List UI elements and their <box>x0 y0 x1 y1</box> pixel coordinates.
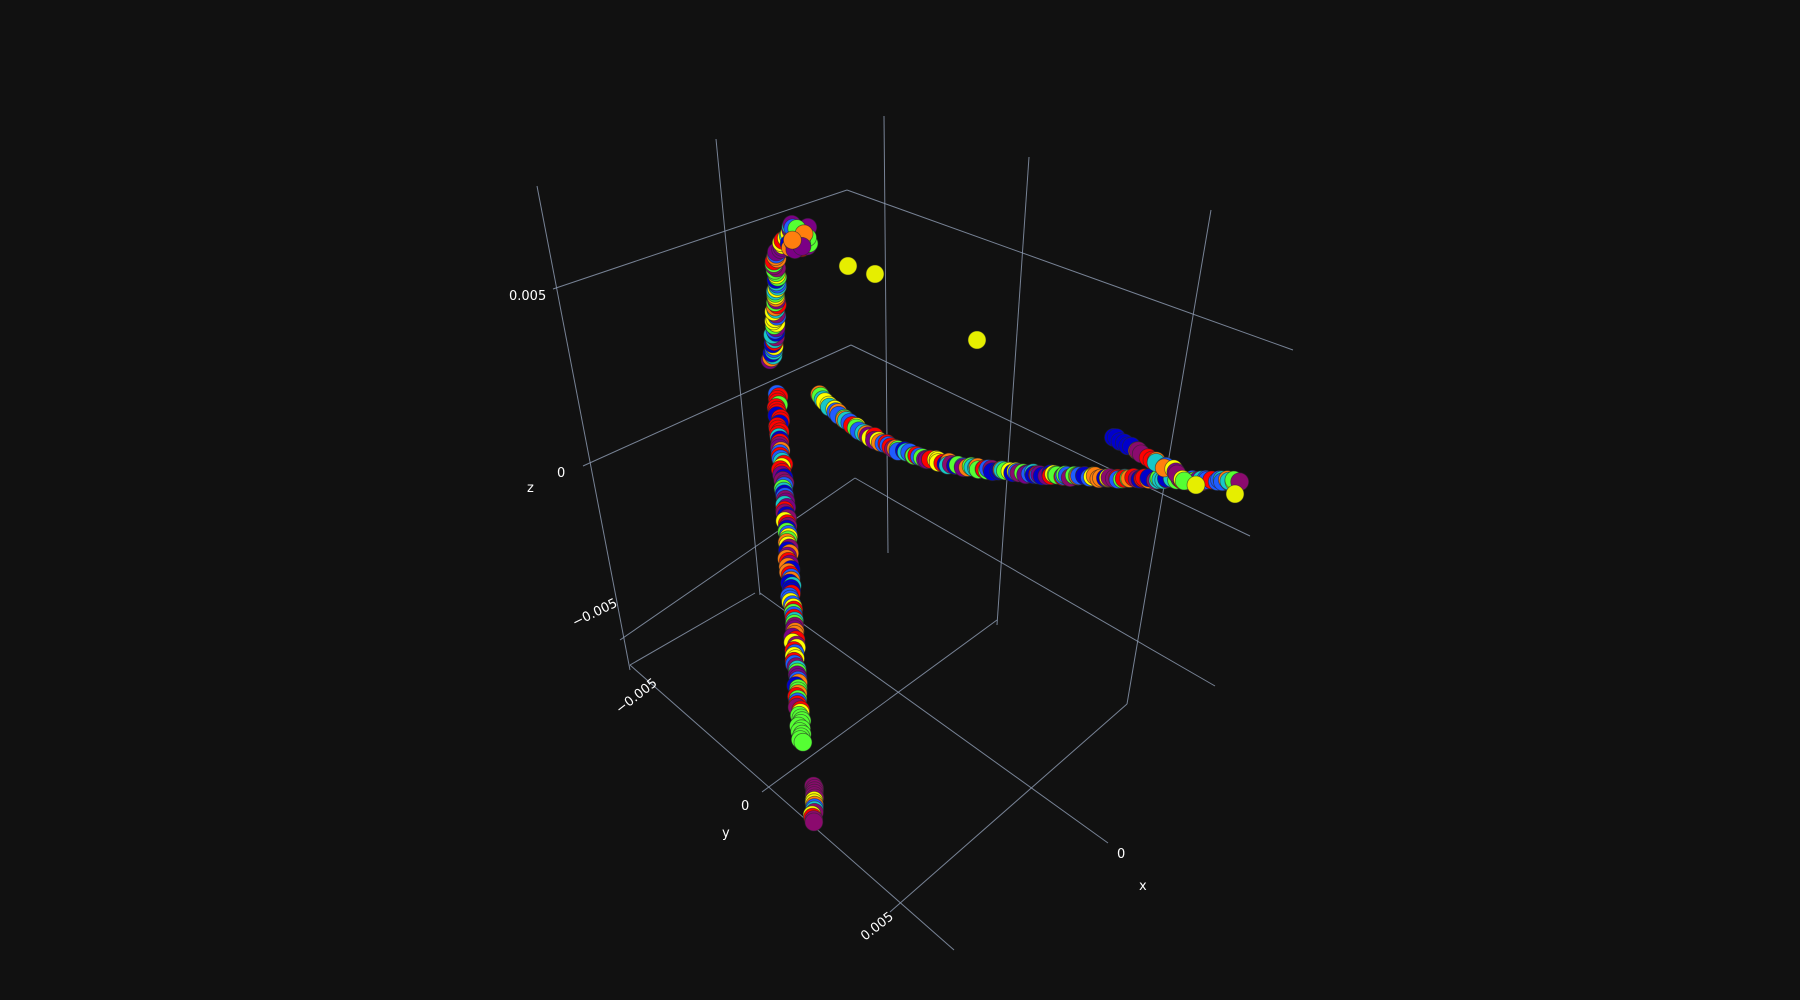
y-tick-label: 0.005 <box>858 909 897 944</box>
scatter-point <box>793 732 813 752</box>
grid-line <box>761 619 998 793</box>
grid-line <box>1126 209 1212 705</box>
y-tick-label: 0 <box>741 799 749 814</box>
scatter-point <box>865 264 885 284</box>
scatter-point <box>1225 484 1245 504</box>
scatter-point <box>1186 475 1206 495</box>
grid-line <box>883 115 889 554</box>
y-tick-label: −0.005 <box>613 676 660 717</box>
scatter-point <box>783 230 802 250</box>
z-axis-title: z <box>527 481 534 496</box>
scatter-point <box>804 812 824 832</box>
z-tick-label: −0.005 <box>570 596 620 631</box>
grid-line <box>619 477 856 641</box>
grid-lines <box>536 115 1294 951</box>
grid-line <box>846 189 1294 351</box>
x-axis-title: x <box>1139 879 1147 894</box>
scatter-markers <box>760 214 1250 832</box>
grid-line <box>889 703 1128 913</box>
grid-line <box>552 189 848 290</box>
grid-line <box>996 156 1030 626</box>
grid-line <box>629 664 955 951</box>
grid-line <box>582 344 852 467</box>
grid-line <box>715 138 761 596</box>
z-tick-label: 0.005 <box>509 289 546 304</box>
scatter-point <box>967 330 987 350</box>
x-tick-label: 0 <box>1117 847 1125 862</box>
grid-line <box>629 592 756 666</box>
grid-line <box>854 477 1216 687</box>
y-axis-title: y <box>722 826 730 841</box>
grid-line <box>536 185 631 671</box>
grid-line <box>850 344 1251 537</box>
scatter-point <box>838 256 858 276</box>
axis-labels: 0.005 0 −0.005 z −0.005 0 0.005 y 0 x <box>509 289 1147 944</box>
grid-line <box>759 592 1109 844</box>
z-tick-label: 0 <box>557 466 565 481</box>
